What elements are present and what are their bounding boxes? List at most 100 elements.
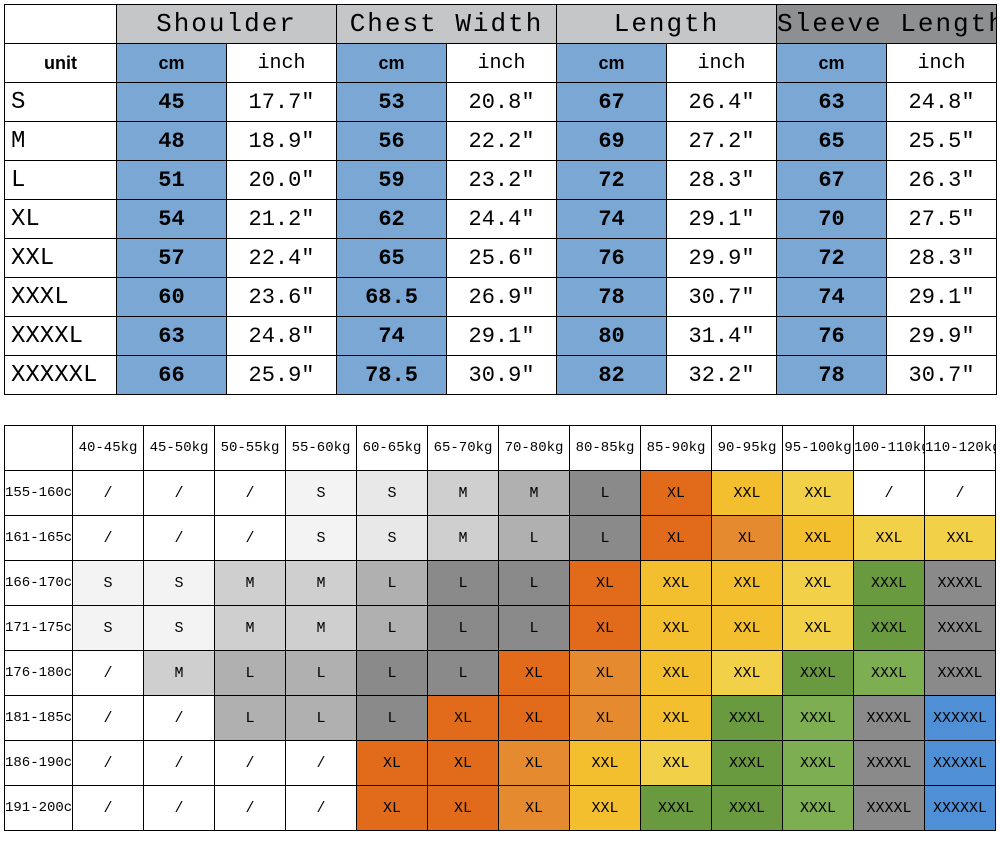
size-cell: XL bbox=[641, 516, 712, 561]
size-cell: L bbox=[499, 516, 570, 561]
size-cell: XXXXL bbox=[925, 651, 996, 696]
size-cell: XXXXL bbox=[854, 786, 925, 831]
table-row: 176-180cm/MLLLLXLXLXXLXXLXXXLXXXLXXXXL bbox=[5, 651, 996, 696]
inch-value: 30.7" bbox=[887, 356, 997, 395]
table-row: 191-200cm////XLXLXLXXLXXXLXXXLXXXLXXXXLX… bbox=[5, 786, 996, 831]
cm-value: 62 bbox=[337, 200, 447, 239]
size-cell: M bbox=[428, 516, 499, 561]
height-label: 161-165cm bbox=[5, 516, 73, 561]
size-cell: L bbox=[499, 606, 570, 651]
cm-value: 63 bbox=[777, 83, 887, 122]
inch-value: 20.8" bbox=[447, 83, 557, 122]
table-row: M4818.9"5622.2"6927.2"6525.5" bbox=[5, 122, 997, 161]
height-label: 186-190cm bbox=[5, 741, 73, 786]
inch-value: 29.9" bbox=[667, 239, 777, 278]
bot-table-body: 155-160cm///SSMMLXLXXLXXL//161-165cm///S… bbox=[5, 471, 996, 831]
cm-value: 74 bbox=[557, 200, 667, 239]
size-cell: L bbox=[428, 561, 499, 606]
weight-header: 60-65kg bbox=[357, 426, 428, 471]
inch-value: 23.2" bbox=[447, 161, 557, 200]
size-label: XXXL bbox=[5, 278, 117, 317]
inch-value: 21.2" bbox=[227, 200, 337, 239]
header-shoulder: Shoulder bbox=[117, 5, 337, 44]
table-row: 161-165cm///SSMLLXLXLXXLXXLXXL bbox=[5, 516, 996, 561]
size-measurement-table: Shoulder Chest Width Length Sleeve Lengt… bbox=[4, 4, 997, 395]
blank-cell bbox=[5, 5, 117, 44]
unit-cm: cm bbox=[557, 44, 667, 83]
size-cell: XL bbox=[357, 741, 428, 786]
cm-value: 78 bbox=[557, 278, 667, 317]
table-row: XXL5722.4"6525.6"7629.9"7228.3" bbox=[5, 239, 997, 278]
weight-header: 80-85kg bbox=[570, 426, 641, 471]
inch-value: 32.2" bbox=[667, 356, 777, 395]
size-cell: S bbox=[286, 471, 357, 516]
size-cell: XXXL bbox=[854, 651, 925, 696]
header-sleeve: Sleeve Length bbox=[777, 5, 997, 44]
cm-value: 74 bbox=[777, 278, 887, 317]
size-label: XXXXL bbox=[5, 317, 117, 356]
table-row: XXXXL6324.8"7429.1"8031.4"7629.9" bbox=[5, 317, 997, 356]
size-cell: / bbox=[73, 696, 144, 741]
size-cell: L bbox=[570, 516, 641, 561]
weight-header: 110-120kg bbox=[925, 426, 996, 471]
size-cell: XXXXXL bbox=[925, 786, 996, 831]
cm-value: 65 bbox=[337, 239, 447, 278]
cm-value: 80 bbox=[557, 317, 667, 356]
size-cell: / bbox=[215, 471, 286, 516]
cm-value: 63 bbox=[117, 317, 227, 356]
size-label: XXL bbox=[5, 239, 117, 278]
inch-value: 18.9" bbox=[227, 122, 337, 161]
size-cell: L bbox=[286, 651, 357, 696]
weight-header: 100-110kg bbox=[854, 426, 925, 471]
table-row: XXXXXL6625.9"78.530.9"8232.2"7830.7" bbox=[5, 356, 997, 395]
inch-value: 24.8" bbox=[227, 317, 337, 356]
size-cell: M bbox=[144, 651, 215, 696]
inch-value: 17.7" bbox=[227, 83, 337, 122]
blank-cell bbox=[5, 426, 73, 471]
size-cell: / bbox=[286, 786, 357, 831]
table-row: 166-170cmSSMMLLLXLXXLXXLXXLXXXLXXXXL bbox=[5, 561, 996, 606]
unit-cm: cm bbox=[337, 44, 447, 83]
size-cell: XL bbox=[499, 741, 570, 786]
unit-cm: cm bbox=[777, 44, 887, 83]
size-cell: XL bbox=[570, 696, 641, 741]
cm-value: 67 bbox=[777, 161, 887, 200]
size-cell: M bbox=[499, 471, 570, 516]
weight-header: 55-60kg bbox=[286, 426, 357, 471]
top-table-body: S4517.7"5320.8"6726.4"6324.8"M4818.9"562… bbox=[5, 83, 997, 395]
size-cell: M bbox=[428, 471, 499, 516]
size-cell: / bbox=[144, 516, 215, 561]
height-label: 181-185cm bbox=[5, 696, 73, 741]
unit-inch: inch bbox=[447, 44, 557, 83]
size-cell: XXXXL bbox=[854, 696, 925, 741]
weight-header: 40-45kg bbox=[73, 426, 144, 471]
size-cell: XXL bbox=[641, 651, 712, 696]
unit-inch: inch bbox=[227, 44, 337, 83]
height-label: 155-160cm bbox=[5, 471, 73, 516]
cm-value: 56 bbox=[337, 122, 447, 161]
size-cell: L bbox=[357, 696, 428, 741]
cm-value: 74 bbox=[337, 317, 447, 356]
size-cell: L bbox=[499, 561, 570, 606]
cm-value: 57 bbox=[117, 239, 227, 278]
size-cell: XXXL bbox=[712, 696, 783, 741]
size-cell: / bbox=[73, 651, 144, 696]
size-cell: S bbox=[286, 516, 357, 561]
size-cell: XL bbox=[357, 786, 428, 831]
cm-value: 82 bbox=[557, 356, 667, 395]
size-cell: XXXXL bbox=[925, 606, 996, 651]
cm-value: 78.5 bbox=[337, 356, 447, 395]
size-cell: XXXL bbox=[712, 741, 783, 786]
inch-value: 30.7" bbox=[667, 278, 777, 317]
height-label: 191-200cm bbox=[5, 786, 73, 831]
cm-value: 70 bbox=[777, 200, 887, 239]
size-cell: XXXL bbox=[854, 606, 925, 651]
inch-value: 28.3" bbox=[667, 161, 777, 200]
cm-value: 60 bbox=[117, 278, 227, 317]
weight-header: 95-100kg bbox=[783, 426, 854, 471]
size-cell: XL bbox=[570, 606, 641, 651]
cm-value: 53 bbox=[337, 83, 447, 122]
table-row: 186-190cm////XLXLXLXXLXXLXXXLXXXLXXXXLXX… bbox=[5, 741, 996, 786]
inch-value: 25.6" bbox=[447, 239, 557, 278]
inch-value: 24.4" bbox=[447, 200, 557, 239]
